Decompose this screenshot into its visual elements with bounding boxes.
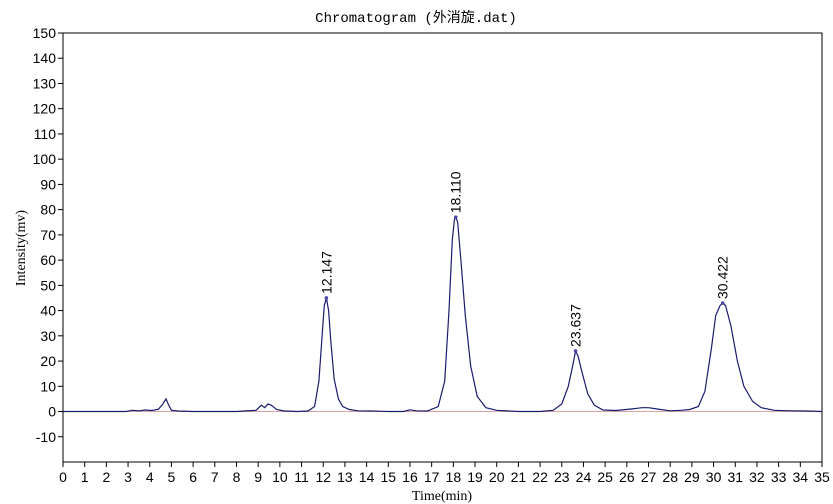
x-axis-ticks: 0 1 2 3 4 5 6 7 8 9 10 11 12 13 14 15 16 17 18 19 20 21 22 23 24… [59, 462, 830, 485]
y-tick-label: 110 [34, 126, 57, 142]
x-axis-title: Time(min) [412, 489, 472, 504]
y-axis-title: Intensity(mv) [14, 210, 29, 287]
x-tick-label: 15 [380, 469, 396, 485]
x-tick-label: 0 [59, 469, 67, 485]
y-tick-label: 10 [40, 378, 56, 394]
x-tick-label: 12 [315, 469, 331, 485]
x-tick-label: 5 [168, 469, 176, 485]
x-tick-label: 18 [446, 469, 462, 485]
x-tick-label: 25 [597, 469, 613, 485]
peak-marker [720, 301, 725, 305]
x-tick-label: 10 [272, 469, 288, 485]
y-tick-label: 70 [40, 227, 56, 243]
x-tick-label: 9 [254, 469, 262, 485]
x-tick-label: 4 [146, 469, 154, 485]
y-tick-label: 80 [40, 202, 56, 218]
x-tick-label: 17 [424, 469, 440, 485]
y-axis-ticks: -10 0 10 20 30 40 50 60 70 80 90 100 110 120 130 140 150 [33, 25, 63, 445]
x-tick-label: 19 [467, 469, 483, 485]
y-tick-label: 130 [33, 75, 57, 91]
x-tick-label: 28 [662, 469, 678, 485]
y-tick-label: 20 [40, 353, 56, 369]
x-tick-label: 14 [359, 469, 375, 485]
y-tick-label: 150 [33, 25, 57, 41]
y-tick-label: 140 [33, 50, 57, 66]
x-tick-label: 13 [337, 469, 353, 485]
x-tick-label: 34 [793, 469, 809, 485]
y-tick-label: 40 [40, 303, 56, 319]
x-tick-label: 22 [532, 469, 548, 485]
peak-label: 18.110 [448, 171, 464, 213]
x-tick-label: 1 [81, 469, 89, 485]
x-tick-label: 33 [771, 469, 787, 485]
x-tick-label: 20 [489, 469, 505, 485]
x-tick-label: 8 [233, 469, 241, 485]
x-tick-label: 23 [554, 469, 570, 485]
y-tick-label: 50 [40, 277, 56, 293]
peak-labels: 12.147 18.110 23.637 30.422 [318, 171, 731, 353]
peak-marker [324, 296, 329, 300]
x-tick-label: 35 [814, 469, 830, 485]
y-tick-label: 100 [33, 151, 57, 167]
x-tick-label: 31 [727, 469, 743, 485]
y-tick-label: 0 [48, 404, 56, 420]
peak-label: 12.147 [318, 251, 334, 294]
peak-label: 23.637 [568, 304, 584, 347]
peak-marker [573, 349, 578, 353]
peak-marker [453, 215, 458, 220]
y-tick-label: 90 [40, 176, 56, 192]
x-tick-label: 21 [511, 469, 527, 485]
x-tick-label: 6 [189, 469, 197, 485]
y-tick-label: 60 [40, 252, 56, 268]
x-tick-label: 26 [619, 469, 635, 485]
x-tick-label: 3 [124, 469, 132, 485]
x-tick-label: 11 [294, 469, 309, 485]
x-tick-label: 24 [576, 469, 592, 485]
x-tick-label: 2 [102, 469, 110, 485]
y-tick-label: -10 [36, 429, 56, 445]
x-tick-label: 32 [749, 469, 765, 485]
y-tick-label: 30 [40, 328, 56, 344]
x-tick-label: 7 [211, 469, 219, 485]
x-tick-label: 30 [706, 469, 722, 485]
peak-label: 30.422 [715, 256, 731, 299]
x-tick-label: 29 [684, 469, 700, 485]
x-tick-label: 27 [641, 469, 657, 485]
chart-title: Chromatogram (外消旋.dat) [315, 10, 517, 27]
x-tick-label: 16 [402, 469, 418, 485]
chromatogram-trace [63, 215, 823, 413]
y-tick-label: 120 [33, 101, 57, 117]
plot-frame [62, 32, 823, 463]
